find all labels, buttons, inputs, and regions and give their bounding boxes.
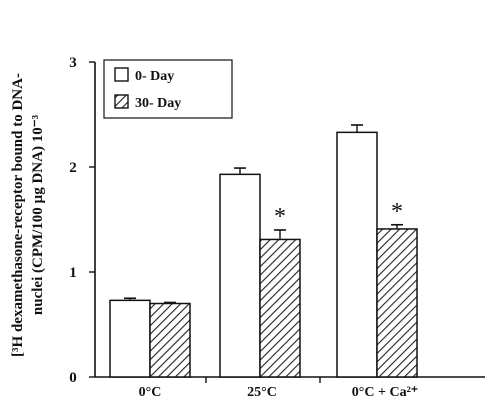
bar-0-day <box>109 299 151 378</box>
significance-star: * <box>274 204 286 230</box>
bar-0-day <box>336 131 378 378</box>
y-tick-label: 2 <box>69 160 77 176</box>
bar-0-day <box>219 173 261 378</box>
significance-marks: * * <box>274 199 403 230</box>
y-tick-label: 1 <box>69 265 77 281</box>
legend-label-30-day: 30- Day <box>135 96 181 111</box>
bars <box>109 124 418 378</box>
y-tick-label: 3 <box>69 55 77 71</box>
bar-30-day <box>149 302 191 378</box>
x-tick-label: 0°C + Ca²⁺ <box>352 385 418 400</box>
y-ticks: 0 1 2 3 <box>69 55 95 386</box>
y-tick-label: 0 <box>69 370 77 386</box>
y-axis-title-line1: [³H dexamethasone-receptor bound to DNA- <box>10 73 26 357</box>
bar-30-day <box>259 238 301 378</box>
legend: 0- Day 30- Day <box>103 59 233 119</box>
x-tick-label: 25°C <box>247 385 277 400</box>
y-axis-title-line2: nuclei (CPM/100 µg DNA) 10⁻³ <box>30 114 46 315</box>
x-ticks: 0°C 25°C 0°C + Ca²⁺ <box>139 377 418 400</box>
legend-swatch-30-day <box>114 94 129 109</box>
x-tick-label: 0°C <box>139 385 162 400</box>
legend-swatch-0-day <box>114 67 129 82</box>
legend-label-0-day: 0- Day <box>135 69 174 84</box>
significance-star: * <box>391 199 403 225</box>
bar-30-day <box>376 228 418 378</box>
